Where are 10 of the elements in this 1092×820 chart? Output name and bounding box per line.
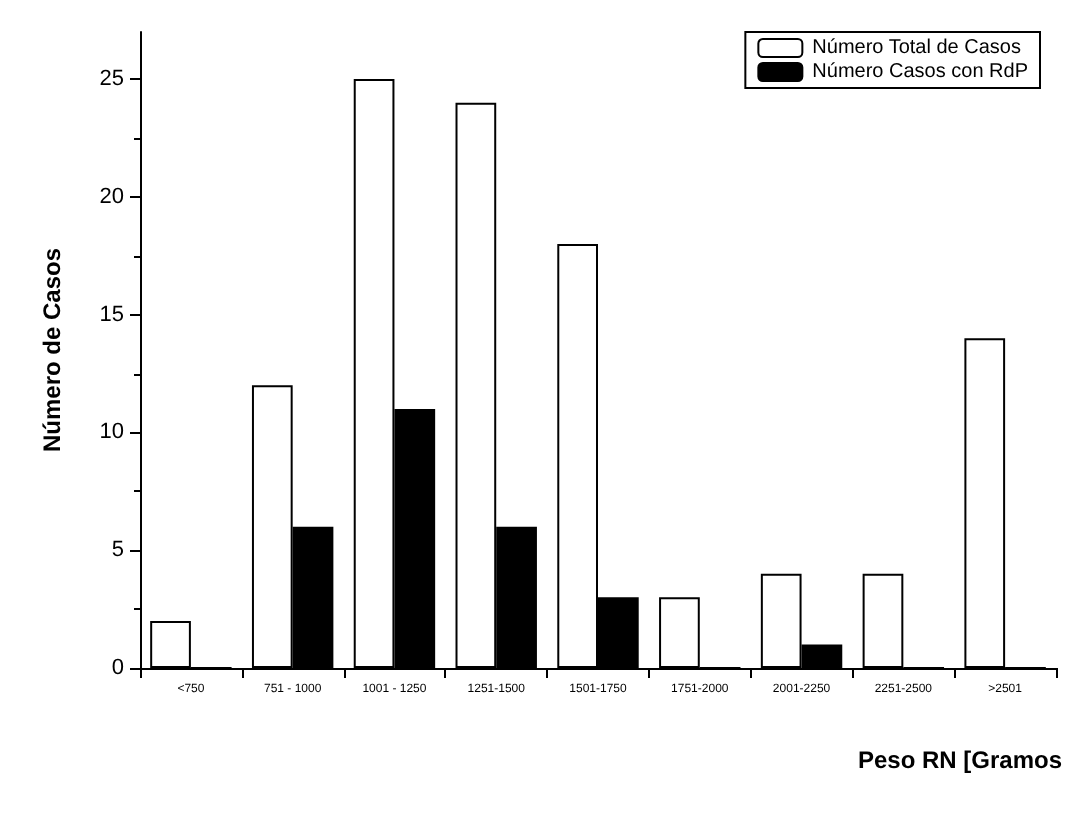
legend-label: Número Casos con RdP	[812, 61, 1029, 83]
y-tick-label: 10	[99, 420, 124, 445]
legend-label: Número Total de Casos	[812, 37, 1021, 59]
y-tick-label: 0	[111, 656, 124, 680]
y-tick-label: 5	[111, 538, 124, 563]
y-axis-title: Número de Casos	[38, 247, 66, 453]
y-tick-label: 20	[99, 184, 124, 209]
y-tick-label: 15	[99, 302, 124, 327]
x-axis-title: Peso RN [Gramos	[858, 746, 1063, 774]
y-tick-label: 25	[99, 67, 124, 92]
